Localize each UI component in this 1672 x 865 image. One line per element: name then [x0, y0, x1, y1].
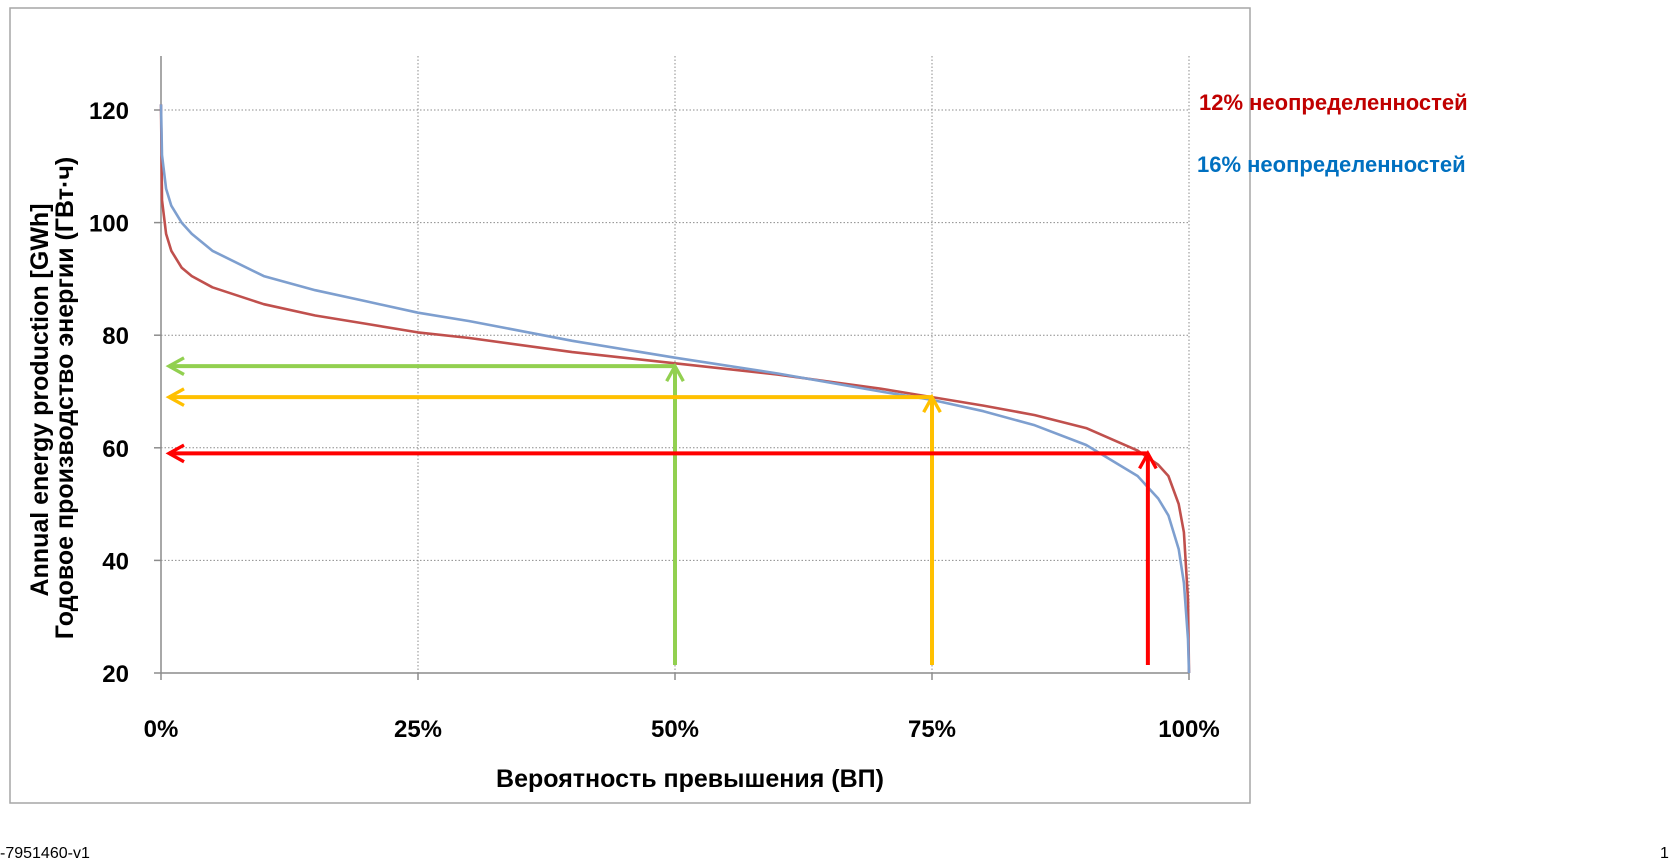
x-tick-labels: 0% 25% 50% 75% 100% [144, 716, 1220, 743]
series-line-16pct [159, 104, 1191, 674]
x-tick-label-25: 25% [394, 716, 442, 743]
y-tick-label-60: 60 [102, 436, 129, 463]
annotation-arrows [169, 366, 1148, 665]
y-tick-label-40: 40 [102, 548, 129, 575]
y-tick-label-120: 120 [89, 98, 129, 125]
y-tick-label-100: 100 [89, 211, 129, 238]
plot-axes [154, 56, 1190, 680]
y-tick-labels: 20 40 60 80 100 120 [89, 98, 129, 688]
chart-border [9, 7, 1251, 804]
y-tick-label-20: 20 [102, 661, 129, 688]
x-tick-label-100: 100% [1158, 716, 1219, 743]
x-axis-title: Вероятность превышения (ВП) [496, 765, 884, 793]
y-axis-title-overlap: Annual energy production [GWh] [26, 203, 54, 596]
footer-page-number: 1 [1660, 845, 1669, 862]
legend-label-16: 16% неопределенностей [1197, 152, 1466, 177]
x-tick-label-0: 0% [144, 716, 179, 743]
x-tick-label-50: 50% [651, 716, 699, 743]
y-axis-title: Годовое производство энергии (ГВт·ч) [51, 157, 79, 639]
x-tick-label-75: 75% [908, 716, 956, 743]
footer-doc-id: -7951460-v1 [0, 845, 90, 862]
legend-label-12: 12% неопределенностей [1199, 90, 1468, 115]
y-tick-label-80: 80 [102, 323, 129, 350]
